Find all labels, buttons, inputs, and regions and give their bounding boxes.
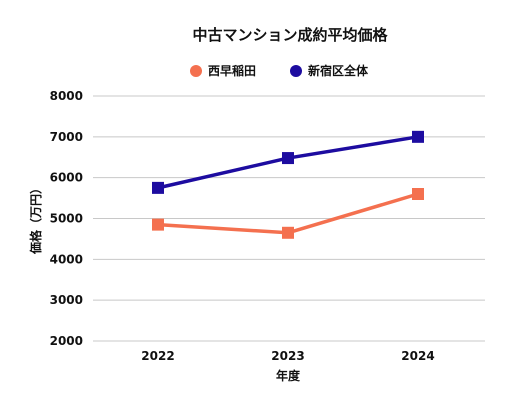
series-0 <box>152 188 424 239</box>
grid <box>93 95 485 342</box>
y-tick-label-8000: 8000 <box>50 89 83 103</box>
y-tick-label-3000: 3000 <box>50 293 83 307</box>
data-point-1-2024 <box>412 130 424 143</box>
x-axis-ticks: 2022 2023 2024 <box>141 349 434 363</box>
legend-marker-shinjuku <box>290 65 302 77</box>
data-point-1-2023 <box>282 152 294 165</box>
x-axis-label: 年度 <box>276 368 301 383</box>
y-axis-ticks: 2000 3000 4000 5000 6000 7000 8000 <box>50 89 83 348</box>
legend-label-shinjuku: 新宿区全体 <box>308 63 369 78</box>
y-tick-label-6000: 6000 <box>50 171 83 185</box>
series-1 <box>152 130 424 194</box>
legend-item-shinjuku: 新宿区全体 <box>290 63 369 78</box>
data-point-0-2024 <box>412 188 424 200</box>
chart-title: 中古マンション成約平均価格 <box>192 26 388 44</box>
legend-item-nishiwaseda: 西早稲田 <box>190 63 256 78</box>
legend: 西早稲田 新宿区全体 <box>190 63 369 78</box>
data-point-1-2022 <box>152 181 164 194</box>
series <box>152 130 424 239</box>
y-tick-label-5000: 5000 <box>50 212 83 226</box>
legend-marker-nishiwaseda <box>190 65 202 77</box>
y-tick-label-2000: 2000 <box>50 334 83 348</box>
x-tick-label-2023: 2023 <box>271 349 304 363</box>
x-tick-label-2024: 2024 <box>401 349 434 363</box>
x-tick-label-2022: 2022 <box>141 349 174 363</box>
y-tick-label-7000: 7000 <box>50 130 83 144</box>
data-point-0-2023 <box>282 226 294 239</box>
data-point-0-2022 <box>152 218 164 231</box>
y-tick-label-4000: 4000 <box>50 252 83 266</box>
legend-label-nishiwaseda: 西早稲田 <box>208 63 256 78</box>
y-axis-label: 価格（万円） <box>28 182 43 255</box>
